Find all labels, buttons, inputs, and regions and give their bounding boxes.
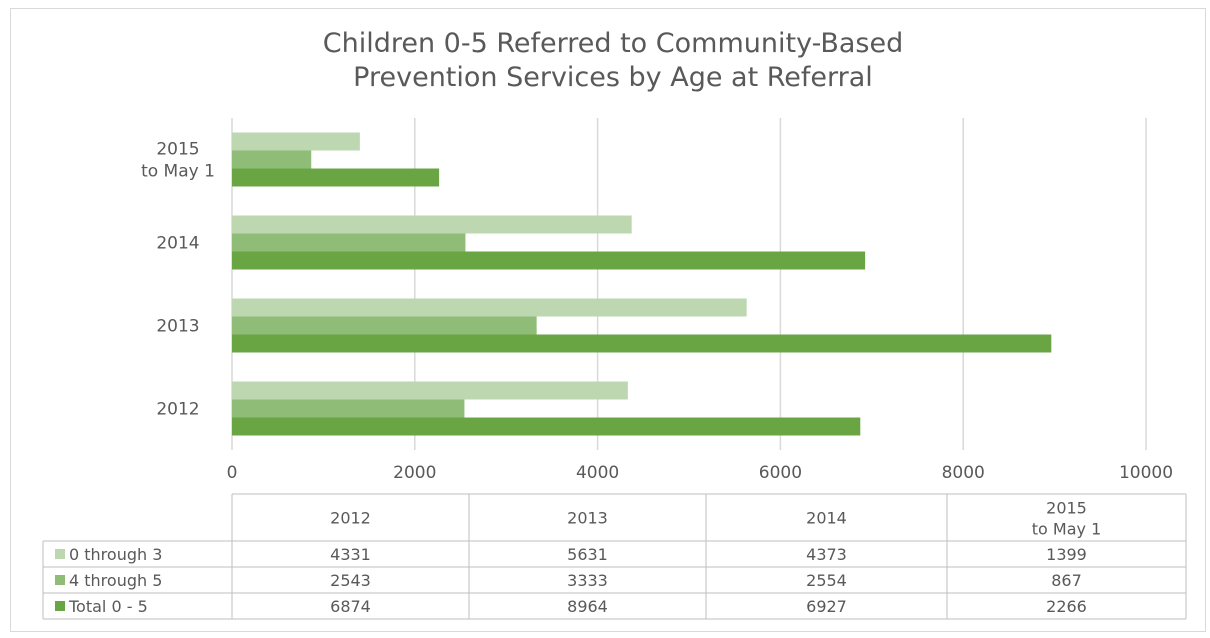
- bar: [232, 417, 861, 436]
- category-label: to May 1: [141, 162, 215, 182]
- bar: [232, 150, 312, 169]
- table-value-cell: 2266: [1046, 597, 1087, 616]
- table-value-cell: 1399: [1046, 545, 1087, 564]
- table-value-cell: 2543: [330, 571, 371, 590]
- x-tick-label: 4000: [576, 463, 619, 483]
- bar: [232, 251, 866, 270]
- table-value-cell: 4373: [806, 545, 847, 564]
- table-value-cell: 867: [1051, 571, 1082, 590]
- bar: [232, 316, 537, 335]
- category-label: 2013: [156, 317, 199, 337]
- chart-frame: [10, 8, 1206, 632]
- table-header-cell: 2015: [1046, 499, 1087, 518]
- category-label: 2014: [156, 234, 199, 254]
- legend-swatch: [55, 575, 65, 585]
- table-value-cell: 4331: [330, 545, 371, 564]
- x-tick-label: 8000: [942, 463, 985, 483]
- x-tick-label: 6000: [759, 463, 802, 483]
- table-value-cell: 3333: [567, 571, 608, 590]
- x-tick-label: 2000: [393, 463, 436, 483]
- bar: [232, 381, 628, 400]
- category-label: 2012: [156, 400, 199, 420]
- bar: [232, 233, 466, 252]
- bar: [232, 298, 747, 317]
- bar: [232, 334, 1052, 353]
- legend-label: 0 through 3: [69, 545, 162, 564]
- bar: [232, 132, 360, 151]
- table-header-cell: 2014: [806, 509, 847, 528]
- table-value-cell: 6874: [330, 597, 371, 616]
- table-header-cell: 2013: [567, 509, 608, 528]
- x-tick-label: 10000: [1119, 463, 1173, 483]
- bar: [232, 168, 440, 187]
- table-header-cell: 2012: [330, 509, 371, 528]
- legend-label: Total 0 - 5: [68, 597, 148, 616]
- bar: [232, 215, 632, 234]
- x-tick-label: 0: [227, 463, 238, 483]
- table-value-cell: 2554: [806, 571, 847, 590]
- legend-swatch: [55, 601, 65, 611]
- table-value-cell: 6927: [806, 597, 847, 616]
- chart-title-line: Prevention Services by Age at Referral: [353, 62, 873, 93]
- table-value-cell: 8964: [567, 597, 608, 616]
- chart-title-line: Children 0-5 Referred to Community-Based: [323, 28, 904, 59]
- table-value-cell: 5631: [567, 545, 608, 564]
- table-header-cell: to May 1: [1032, 520, 1102, 539]
- category-label: 2015: [156, 140, 199, 160]
- legend-label: 4 through 5: [69, 571, 162, 590]
- bar: [232, 399, 465, 418]
- legend-swatch: [55, 549, 65, 559]
